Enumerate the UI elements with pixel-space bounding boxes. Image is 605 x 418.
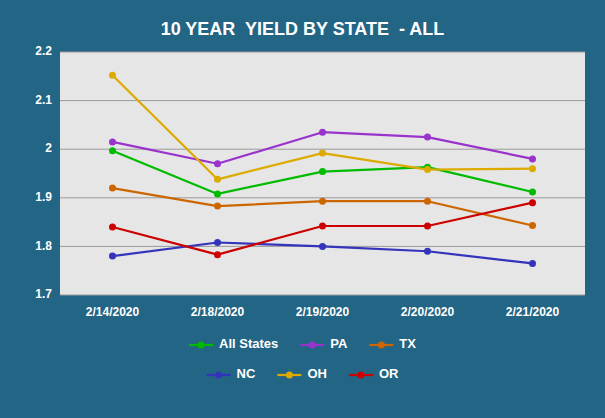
- point: [214, 203, 221, 210]
- legend-item: TX: [369, 336, 416, 351]
- point: [214, 176, 221, 183]
- point: [424, 166, 431, 173]
- series: [109, 185, 536, 229]
- series-line: [113, 151, 533, 194]
- legend-item: PA: [300, 336, 348, 351]
- point: [214, 190, 221, 197]
- legend-marker: [357, 372, 364, 379]
- chart: 10 YEAR YIELD BY STATE - ALL 1.7 1.8 1.9 2 2.…: [0, 0, 605, 418]
- legend-row: All States PA TX: [189, 336, 416, 351]
- x-tick-label: 2/18/2020: [191, 305, 245, 319]
- point: [109, 223, 116, 230]
- point: [214, 160, 221, 167]
- point: [529, 199, 536, 206]
- legend-item: OH: [277, 366, 327, 381]
- point: [214, 251, 221, 258]
- grid-line: [60, 52, 585, 53]
- y-tick-label: 1.9: [35, 190, 52, 204]
- legend-label: OR: [379, 366, 399, 381]
- legend-marker: [309, 342, 316, 349]
- legend-item: All States: [189, 336, 278, 351]
- x-tick-label: 2/14/2020: [86, 305, 140, 319]
- series-line: [113, 203, 533, 255]
- x-axis: 2/14/2020 2/18/2020 2/19/2020 2/20/2020 2/21…: [86, 305, 560, 319]
- point: [319, 222, 326, 229]
- point: [319, 129, 326, 136]
- series-line: [113, 243, 533, 264]
- y-tick-label: 2.2: [35, 44, 52, 58]
- y-axis: 1.7 1.8 1.9 2 2.1 2.2: [35, 44, 52, 301]
- point: [424, 134, 431, 141]
- series-line: [113, 188, 533, 225]
- legend-label: OH: [307, 366, 327, 381]
- point: [319, 243, 326, 250]
- legend-item: OR: [349, 366, 399, 381]
- point: [319, 150, 326, 157]
- legend-label: TX: [399, 336, 416, 351]
- series-group: [109, 72, 536, 267]
- point: [529, 222, 536, 229]
- y-tick-label: 2.1: [35, 93, 52, 107]
- point: [109, 147, 116, 154]
- legend-row: NC OH OR: [207, 366, 399, 381]
- point: [109, 185, 116, 192]
- point: [424, 248, 431, 255]
- series: [109, 199, 536, 258]
- point: [109, 253, 116, 260]
- legend-marker: [286, 372, 293, 379]
- legend-marker: [378, 342, 385, 349]
- background: [0, 0, 605, 418]
- point: [529, 155, 536, 162]
- series: [109, 72, 536, 183]
- title: 10 YEAR YIELD BY STATE - ALL: [161, 19, 445, 39]
- point: [319, 168, 326, 175]
- legend-marker: [198, 342, 205, 349]
- grid: [60, 52, 585, 295]
- x-tick-label: 2/21/2020: [506, 305, 560, 319]
- point: [529, 165, 536, 172]
- point: [424, 198, 431, 205]
- plot-area: [60, 52, 585, 295]
- y-tick-label: 1.7: [35, 287, 52, 301]
- point: [109, 138, 116, 145]
- legend: All States PA TX NC OH OR: [189, 336, 416, 381]
- y-tick-label: 1.8: [35, 239, 52, 253]
- x-tick-label: 2/20/2020: [401, 305, 455, 319]
- grid-line: [60, 149, 585, 150]
- legend-label: PA: [330, 336, 348, 351]
- legend-item: NC: [207, 366, 256, 381]
- point: [319, 198, 326, 205]
- point: [529, 188, 536, 195]
- grid-line: [60, 295, 585, 296]
- x-tick-label: 2/19/2020: [296, 305, 350, 319]
- series-line: [113, 75, 533, 179]
- point: [214, 239, 221, 246]
- point: [424, 222, 431, 229]
- point: [109, 72, 116, 79]
- legend-marker: [215, 372, 222, 379]
- legend-label: All States: [219, 336, 278, 351]
- y-tick-label: 2: [45, 141, 52, 155]
- legend-label: NC: [237, 366, 256, 381]
- point: [529, 260, 536, 267]
